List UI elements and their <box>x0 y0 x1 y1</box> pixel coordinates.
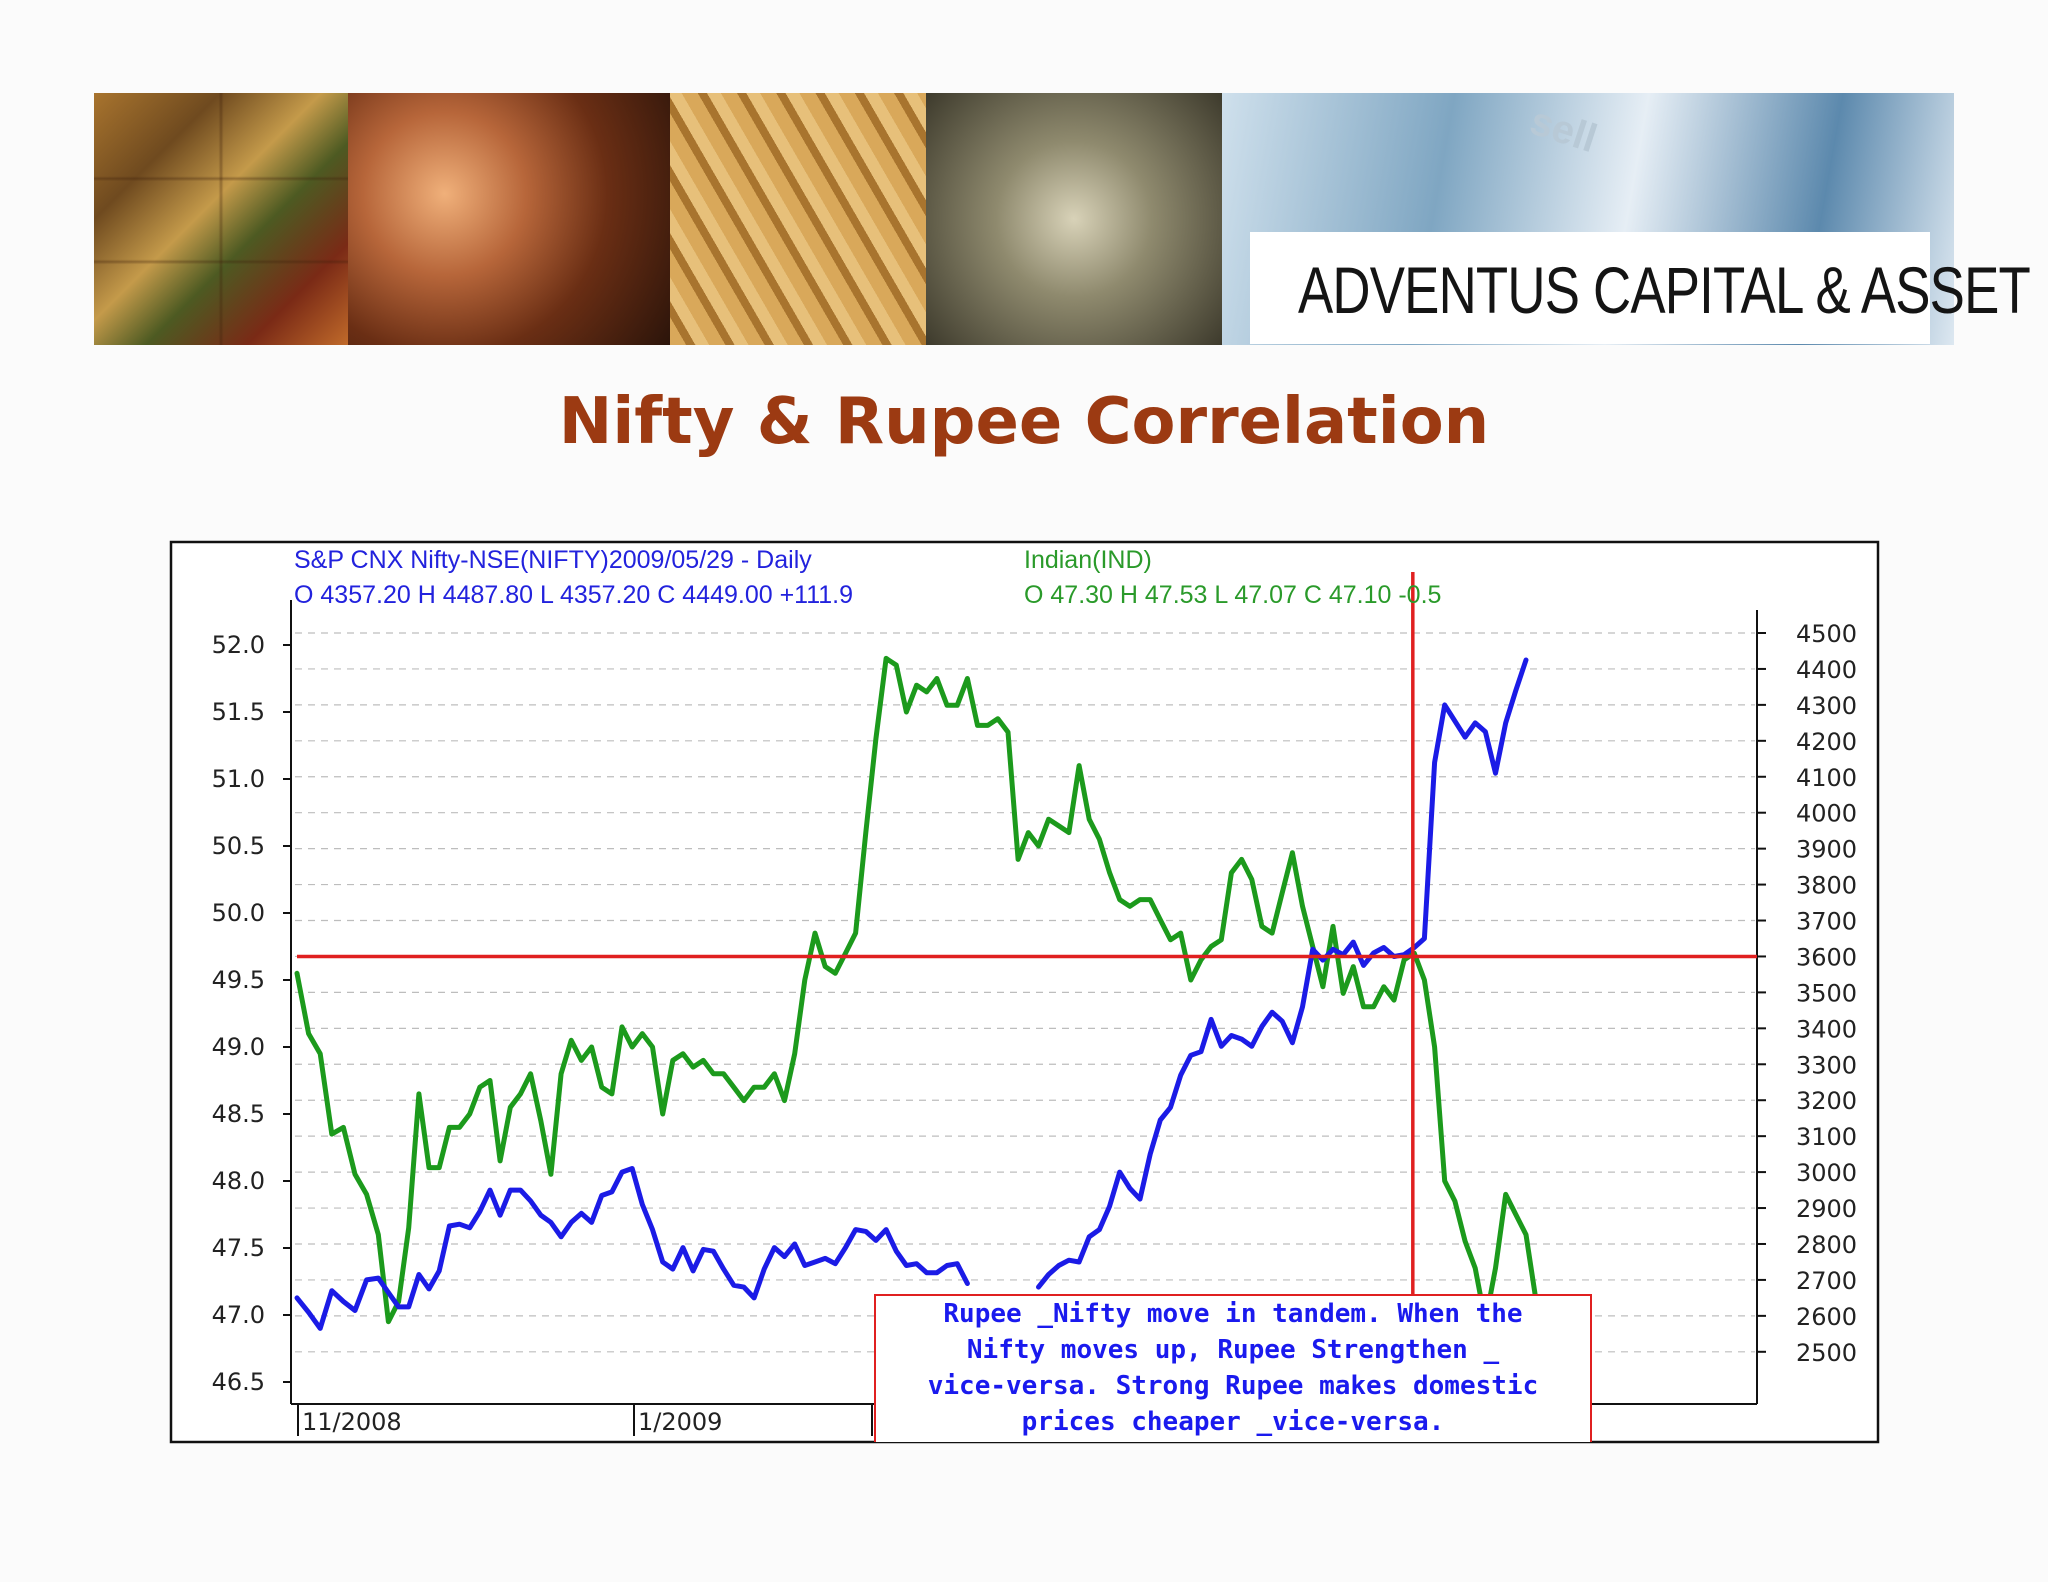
right-axis-ticks: 4500 4400 4300 4200 4100 4000 3900 3800 3700 3600… <box>1757 620 1857 1367</box>
right-tick-label: 4500 <box>1796 620 1857 648</box>
left-tick-label: 48.5 <box>212 1100 265 1128</box>
banner-wheat-image <box>670 93 926 345</box>
right-tick-label: 3900 <box>1796 836 1857 864</box>
banner-spices-image <box>94 93 348 345</box>
right-tick-label: 3400 <box>1796 1015 1857 1043</box>
left-tick-label: 51.0 <box>212 765 265 793</box>
left-tick-label: 47.0 <box>212 1301 265 1329</box>
right-tick-label: 3700 <box>1796 908 1857 936</box>
nifty-series-line <box>1036 657 1529 1290</box>
annotation-line: vice-versa. Strong Rupee makes domestic <box>927 1371 1539 1401</box>
rupee-header-line1: Indian(IND) <box>1024 546 1152 574</box>
right-tick-label: 4200 <box>1796 728 1857 756</box>
right-tick-label: 4000 <box>1796 800 1857 828</box>
left-axis-ticks: 52.0 51.5 51.0 50.5 50.0 49.5 49.0 48.5 48.0 47.5… <box>212 631 291 1396</box>
left-tick-label: 46.5 <box>212 1368 265 1396</box>
banner-euro-coins-image <box>926 93 1222 345</box>
right-tick-label: 2700 <box>1796 1267 1857 1295</box>
right-tick-label: 3800 <box>1796 872 1857 900</box>
right-tick-label: 3300 <box>1796 1051 1857 1079</box>
brand-logo: ADVENTUS CAPITAL & ASSET <box>1298 253 2031 327</box>
right-tick-label: 3200 <box>1796 1087 1857 1115</box>
crosshair-lines <box>297 572 1757 1394</box>
left-tick-label: 48.0 <box>212 1167 265 1195</box>
left-tick-label: 52.0 <box>212 631 265 659</box>
brand-panel <box>1250 232 1930 344</box>
slide-title: Nifty & Rupee Correlation <box>558 385 1490 459</box>
left-tick-label: 51.5 <box>212 698 265 726</box>
x-axis-ticks: 11/2008 1/2009 <box>297 1404 873 1436</box>
left-tick-label: 50.0 <box>212 899 265 927</box>
x-tick-label: 1/2009 <box>638 1408 722 1436</box>
right-tick-label: 3100 <box>1796 1123 1857 1151</box>
nifty-header-line2: O 4357.20 H 4487.80 L 4357.20 C 4449.00 … <box>294 581 853 609</box>
right-tick-label: 2900 <box>1796 1195 1857 1223</box>
annotation-line: prices cheaper _vice-versa. <box>1021 1407 1445 1437</box>
banner-coins-image <box>348 93 670 345</box>
right-tick-label: 4100 <box>1796 764 1857 792</box>
left-tick-label: 49.5 <box>212 966 265 994</box>
annotation-line: Rupee _Nifty move in tandem. When the <box>943 1299 1523 1329</box>
nifty-series-line <box>294 1166 970 1331</box>
series-lines <box>294 655 1539 1331</box>
left-tick-label: 50.5 <box>212 832 265 860</box>
right-tick-label: 2500 <box>1796 1339 1857 1367</box>
annotation-text: Rupee _Nifty move in tandem. When the Ni… <box>874 1296 1592 1440</box>
nifty-header-line1: S&P CNX Nifty-NSE(NIFTY)2009/05/29 - Dai… <box>294 546 812 574</box>
right-tick-label: 3000 <box>1796 1159 1857 1187</box>
right-tick-label: 2600 <box>1796 1303 1857 1331</box>
right-tick-label: 3600 <box>1796 943 1857 971</box>
left-tick-label: 49.0 <box>212 1033 265 1061</box>
rupee-series-line <box>294 655 1539 1325</box>
right-tick-label: 2800 <box>1796 1231 1857 1259</box>
right-tick-label: 4400 <box>1796 656 1857 684</box>
annotation-line: Nifty moves up, Rupee Strengthen _ <box>966 1335 1500 1365</box>
annotation-box <box>874 1294 1592 1442</box>
left-tick-label: 47.5 <box>212 1234 265 1262</box>
right-tick-label: 3500 <box>1796 979 1857 1007</box>
right-tick-label: 4300 <box>1796 692 1857 720</box>
x-tick-label: 11/2008 <box>302 1408 402 1436</box>
rupee-header-line2: O 47.30 H 47.53 L 47.07 C 47.10 -0.5 <box>1024 581 1441 609</box>
